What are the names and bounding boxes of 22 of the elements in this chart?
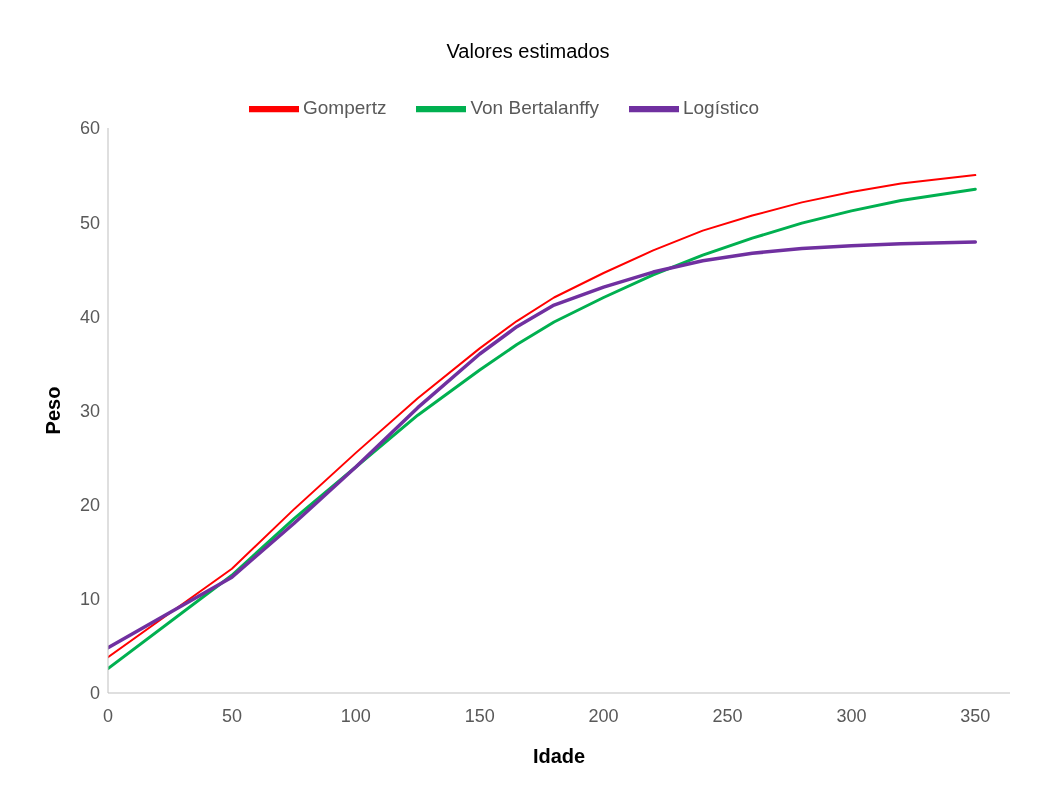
legend-label: Logístico bbox=[682, 97, 759, 119]
x-tick-label: 150 bbox=[464, 705, 495, 726]
x-tick-label: 200 bbox=[588, 705, 619, 726]
y-tick-label: 20 bbox=[79, 495, 100, 516]
x-tick-label: 250 bbox=[712, 705, 743, 726]
x-tick-label: 100 bbox=[340, 705, 371, 726]
y-axis-title: Peso bbox=[42, 386, 65, 435]
x-tick-label: 350 bbox=[960, 705, 991, 726]
y-tick-label: 30 bbox=[79, 400, 100, 421]
legend-label: Von Bertalanffy bbox=[470, 97, 599, 119]
legend-label: Gompertz bbox=[303, 97, 387, 119]
y-tick-label: 40 bbox=[79, 306, 100, 327]
x-tick-label: 50 bbox=[221, 705, 242, 726]
chart-title: Valores estimados bbox=[445, 40, 611, 63]
x-axis-title: Idade bbox=[532, 745, 586, 767]
y-tick-label: 60 bbox=[79, 118, 100, 139]
y-tick-label: 0 bbox=[89, 683, 100, 704]
x-tick-label: 0 bbox=[102, 705, 114, 726]
x-tick-label: 300 bbox=[836, 705, 867, 726]
line-series bbox=[108, 240, 978, 650]
y-tick-label: 50 bbox=[79, 212, 100, 233]
y-tick-label: 10 bbox=[79, 589, 100, 610]
